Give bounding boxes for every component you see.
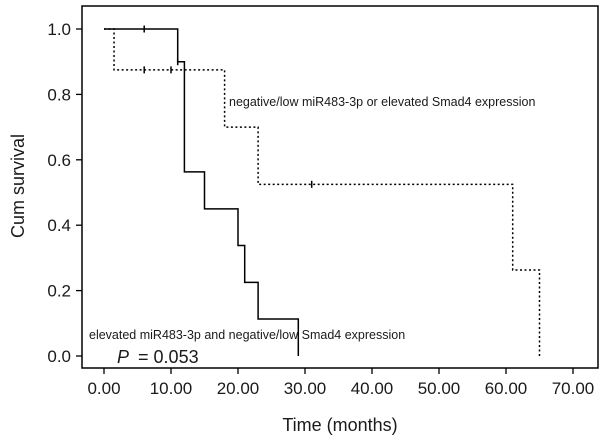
censor-marks (143, 25, 313, 188)
x-tick-label: 50.00 (418, 379, 461, 398)
y-tick-label: 1.0 (47, 20, 71, 39)
series-elevated-mir483-line (104, 28, 300, 356)
p-value-annotation: P = 0.053 (117, 347, 199, 367)
x-tick-label: 10.00 (150, 379, 193, 398)
y-tick-label: 0.0 (47, 347, 71, 366)
p-value-number: = 0.053 (138, 347, 199, 367)
x-tick-label: 70.00 (552, 379, 595, 398)
p-value-symbol: P (117, 347, 129, 367)
x-tick-label: 40.00 (351, 379, 394, 398)
y-axis-title: Cum survival (8, 134, 28, 238)
series-negative-low-mir483-label: negative/low miR483-3p or elevated Smad4… (229, 95, 535, 109)
x-tick-label: 30.00 (284, 379, 327, 398)
y-tick-label: 0.2 (47, 282, 71, 301)
x-tick-label: 60.00 (485, 379, 528, 398)
x-tick-label: 0.00 (87, 379, 120, 398)
x-axis: 0.00 10.00 20.00 30.00 40.00 50.00 60.00 70.00 (87, 368, 594, 398)
series-elevated-mir483-label: elevated miR483-3p and negative/low Smad… (89, 328, 405, 342)
x-tick-label: 20.00 (217, 379, 260, 398)
y-tick-label: 0.4 (47, 216, 71, 235)
y-tick-label: 0.8 (47, 85, 71, 104)
series-negative-low-mir483-line (104, 28, 541, 356)
y-tick-label: 0.6 (47, 151, 71, 170)
plot-area-frame (81, 5, 599, 369)
x-axis-title: Time (months) (282, 415, 397, 435)
y-axis: 0.0 0.2 0.4 0.6 0.8 1.0 (47, 20, 82, 366)
